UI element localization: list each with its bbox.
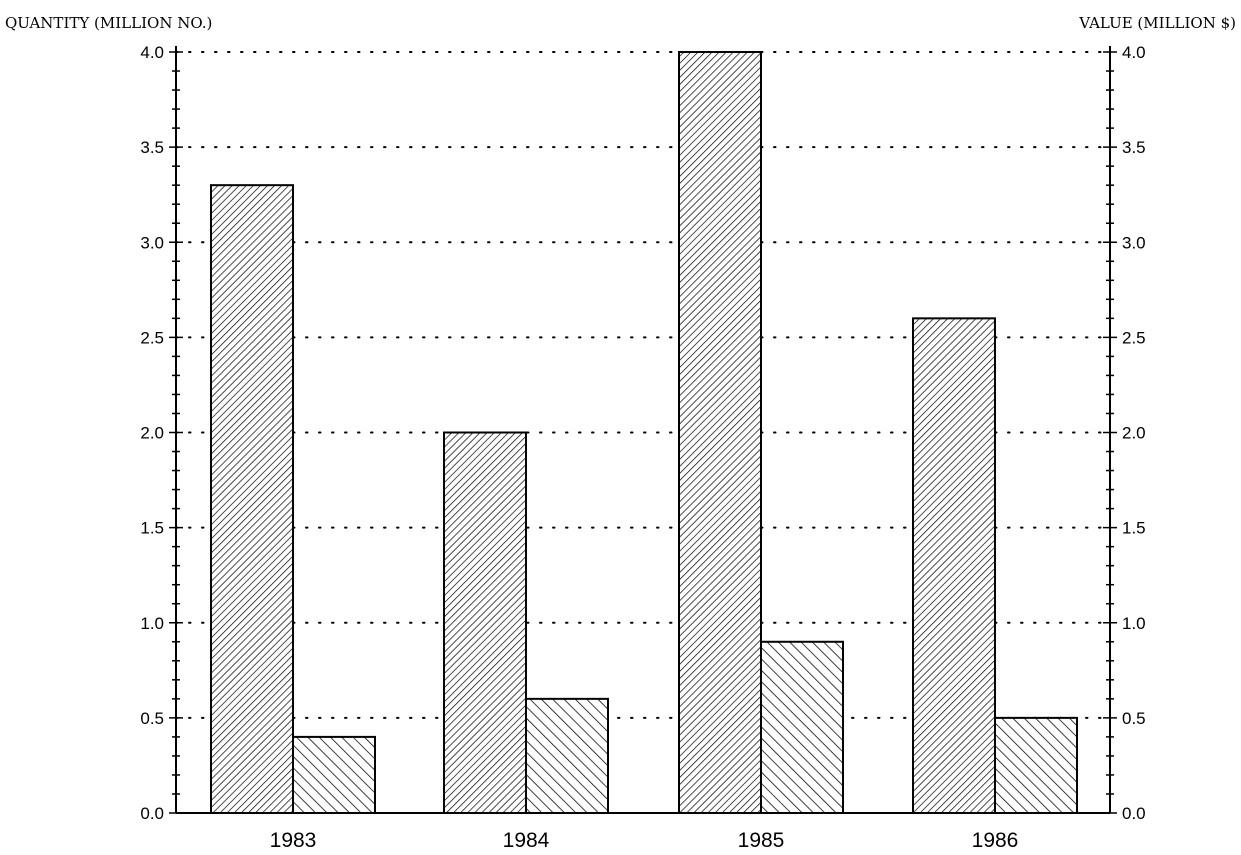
- gridlines: [175, 51, 1111, 719]
- x-tick-label: 1984: [503, 829, 550, 852]
- y-left-tick-label: 1.0: [140, 614, 164, 633]
- bar-quantity-1983: [210, 184, 294, 815]
- y-left-tick-label: 3.5: [140, 138, 164, 157]
- y-left-axis-title: QUANTITY (MILLION NO.): [5, 14, 212, 32]
- y-right-tick-label: 2.0: [1122, 424, 1146, 443]
- y-left-tick-label: 4.0: [140, 43, 164, 62]
- y-right-tick-label: 2.5: [1122, 328, 1146, 347]
- bar-value-1986: [994, 716, 1078, 814]
- bar-value-1985: [760, 640, 844, 815]
- x-tick-label: 1985: [738, 829, 785, 852]
- y-left-tick-label: 1.5: [140, 519, 164, 538]
- y-left-tick-label: 0.0: [140, 804, 164, 823]
- x-tick-label: 1986: [972, 829, 1019, 852]
- x-tick-label: 1983: [270, 829, 317, 852]
- y-left-tick-label: 2.0: [140, 424, 164, 443]
- y-right-tick-label: 0.5: [1122, 709, 1146, 728]
- axes: [169, 46, 1117, 814]
- y-right-axis-title: VALUE (MILLION $): [1078, 14, 1236, 32]
- bar-quantity-1986: [912, 317, 996, 814]
- bars: [210, 51, 1078, 815]
- y-right-tick-label: 1.0: [1122, 614, 1146, 633]
- bar-quantity-1984: [443, 431, 527, 814]
- bar-value-1984: [525, 697, 609, 814]
- bar-quantity-1985: [678, 51, 762, 814]
- tick-labels: 0.0 0.5 1.0 1.5 2.0 2.5 3.0 3.5 4.0 0.0 0.5 1.0 1.5 2…: [140, 43, 1145, 852]
- y-right-tick-label: 3.5: [1122, 138, 1146, 157]
- bar-value-1983: [292, 735, 376, 815]
- y-right-tick-label: 4.0: [1122, 43, 1146, 62]
- y-right-tick-label: 1.5: [1122, 519, 1146, 538]
- y-left-tick-label: 2.5: [140, 328, 164, 347]
- y-right-tick-label: 3.0: [1122, 233, 1146, 252]
- y-left-tick-label: 3.0: [140, 233, 164, 252]
- y-left-tick-label: 0.5: [140, 709, 164, 728]
- y-right-tick-label: 0.0: [1122, 804, 1146, 823]
